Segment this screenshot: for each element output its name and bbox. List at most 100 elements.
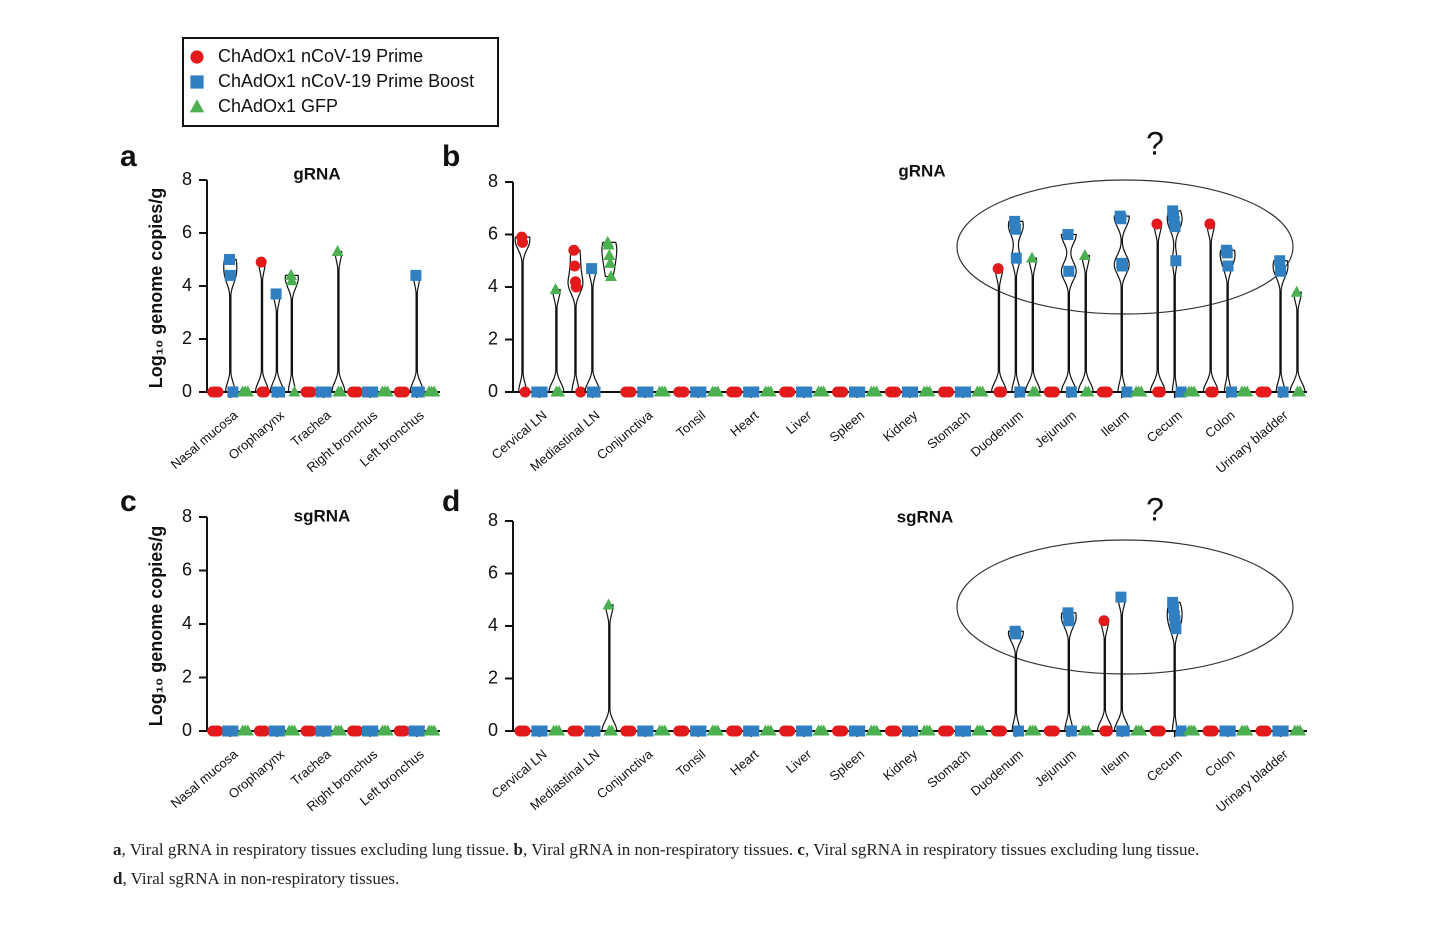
x-tick-label: Conjunctiva (594, 746, 656, 802)
point (996, 386, 1008, 398)
point (190, 75, 204, 89)
violin (584, 268, 601, 393)
point (960, 725, 972, 737)
point (870, 385, 883, 397)
point (589, 386, 601, 398)
point (1275, 265, 1287, 277)
point (1121, 386, 1133, 398)
point (428, 724, 441, 736)
caption-label: a (113, 840, 122, 859)
x-tick-label: Liver (783, 407, 815, 437)
point (305, 725, 317, 737)
violin (1113, 215, 1130, 393)
point (189, 99, 205, 113)
point (1188, 724, 1201, 736)
annotation: ? (1146, 125, 1164, 161)
point (1221, 247, 1233, 259)
x-tick-label: Liver (783, 746, 815, 776)
violin (223, 258, 238, 393)
y-tick-label: 2 (182, 666, 192, 686)
point (1294, 385, 1307, 397)
caption-label: c (797, 840, 805, 859)
y-tick-label: 0 (182, 720, 192, 740)
point (589, 725, 601, 737)
y-tick-label: 6 (488, 562, 498, 582)
violin (1166, 601, 1183, 732)
point (642, 386, 654, 398)
point (1065, 386, 1077, 398)
point (1078, 249, 1091, 260)
y-tick-label: 6 (182, 222, 192, 242)
point (1014, 386, 1026, 398)
y-tick-label: 2 (488, 667, 498, 687)
point (381, 724, 394, 736)
point (1169, 221, 1181, 233)
point (1175, 725, 1187, 737)
point (227, 386, 239, 398)
point (1135, 385, 1148, 397)
point (1029, 385, 1042, 397)
point (625, 386, 637, 398)
x-tick-label: Nasal mucosa (168, 407, 241, 472)
point (367, 725, 379, 737)
caption-text: , Viral sgRNA in respiratory tissues exc… (804, 840, 1200, 859)
point (1151, 218, 1163, 230)
point (1154, 386, 1166, 398)
point (288, 724, 301, 736)
point (695, 386, 707, 398)
point (996, 725, 1008, 737)
y-axis-label: Log₁₀ genome copies/g (146, 526, 166, 727)
x-tick-label: Cecum (1144, 407, 1185, 445)
point (1154, 725, 1166, 737)
point (549, 283, 562, 295)
violin (1096, 620, 1113, 732)
point (568, 244, 580, 256)
y-tick-label: 4 (182, 275, 192, 295)
legend-box (182, 37, 499, 127)
point (572, 725, 584, 737)
point (1009, 223, 1021, 235)
x-tick-label: Conjunctiva (594, 407, 656, 463)
violin (1149, 223, 1166, 393)
point (519, 725, 531, 737)
point (890, 725, 902, 737)
point (801, 386, 813, 398)
point (575, 386, 587, 398)
y-tick-label: 4 (488, 276, 498, 296)
point (536, 386, 548, 398)
y-tick-label: 0 (488, 381, 498, 401)
point (570, 281, 582, 293)
panel-label: a (120, 140, 137, 173)
point (1062, 607, 1074, 619)
point (907, 725, 919, 737)
point (784, 386, 796, 398)
violin (1202, 223, 1219, 393)
point (625, 725, 637, 737)
point (943, 725, 955, 737)
point (285, 268, 298, 280)
point (748, 725, 760, 737)
chart-title: sgRNA (294, 506, 351, 525)
point (784, 725, 796, 737)
point (731, 386, 743, 398)
point (1098, 615, 1110, 627)
violin (1060, 233, 1077, 393)
point (553, 724, 566, 736)
x-tick-label: Spleen (827, 746, 868, 784)
point (1062, 229, 1074, 240)
x-tick-label: Stomach (924, 407, 973, 451)
point (255, 256, 267, 268)
point (764, 724, 777, 736)
violin (1289, 291, 1306, 393)
point (1029, 724, 1042, 736)
point (731, 725, 743, 737)
point (320, 386, 332, 398)
point (274, 725, 285, 737)
x-tick-label: Heart (727, 407, 761, 439)
point (603, 249, 616, 260)
y-tick-label: 6 (488, 223, 498, 243)
point (212, 386, 224, 398)
point (1012, 725, 1024, 737)
point (1115, 213, 1127, 225)
point (553, 385, 566, 397)
